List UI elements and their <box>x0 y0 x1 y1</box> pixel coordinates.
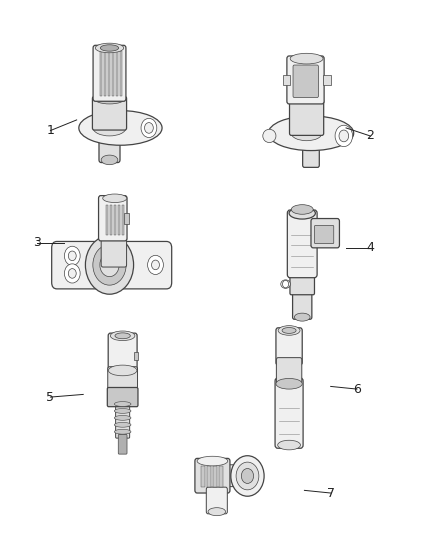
Ellipse shape <box>278 326 300 335</box>
FancyBboxPatch shape <box>116 401 130 438</box>
Ellipse shape <box>94 93 125 104</box>
Circle shape <box>64 246 80 265</box>
Circle shape <box>85 236 134 294</box>
Bar <box>120 51 122 96</box>
Ellipse shape <box>291 126 322 141</box>
Ellipse shape <box>291 205 313 214</box>
FancyBboxPatch shape <box>206 487 227 514</box>
Text: 6: 6 <box>353 383 361 395</box>
Bar <box>124 213 129 224</box>
FancyBboxPatch shape <box>290 99 324 135</box>
Ellipse shape <box>263 129 276 142</box>
Ellipse shape <box>281 280 290 288</box>
Circle shape <box>93 245 126 285</box>
FancyBboxPatch shape <box>311 219 339 248</box>
Ellipse shape <box>114 416 131 420</box>
Ellipse shape <box>289 207 315 219</box>
Circle shape <box>100 253 119 277</box>
FancyBboxPatch shape <box>303 136 319 167</box>
Ellipse shape <box>294 313 310 321</box>
Text: 4: 4 <box>366 241 374 254</box>
Ellipse shape <box>114 402 131 406</box>
Ellipse shape <box>114 422 131 427</box>
Ellipse shape <box>100 45 119 51</box>
Bar <box>134 352 138 360</box>
FancyBboxPatch shape <box>118 434 127 454</box>
Ellipse shape <box>101 155 118 165</box>
FancyBboxPatch shape <box>99 128 120 163</box>
Circle shape <box>283 280 289 288</box>
Circle shape <box>68 269 76 278</box>
FancyBboxPatch shape <box>99 196 127 241</box>
Ellipse shape <box>95 43 124 53</box>
Ellipse shape <box>278 440 300 450</box>
Bar <box>207 466 211 487</box>
Bar <box>108 51 110 96</box>
FancyBboxPatch shape <box>101 236 127 267</box>
FancyBboxPatch shape <box>276 328 302 365</box>
Circle shape <box>148 255 163 274</box>
Bar <box>201 466 205 487</box>
Bar <box>112 51 114 96</box>
FancyBboxPatch shape <box>293 65 318 98</box>
Ellipse shape <box>290 53 323 64</box>
FancyBboxPatch shape <box>275 378 303 448</box>
Circle shape <box>241 469 254 483</box>
Bar <box>118 205 120 235</box>
Circle shape <box>231 456 264 496</box>
FancyBboxPatch shape <box>196 465 251 487</box>
FancyBboxPatch shape <box>107 387 138 407</box>
Ellipse shape <box>268 116 353 150</box>
Bar <box>110 205 112 235</box>
FancyBboxPatch shape <box>293 288 312 319</box>
Text: 2: 2 <box>366 130 374 142</box>
FancyBboxPatch shape <box>93 45 126 101</box>
Text: 3: 3 <box>33 236 41 249</box>
Circle shape <box>236 462 259 490</box>
Circle shape <box>141 118 157 138</box>
Ellipse shape <box>114 408 131 414</box>
Bar <box>213 466 217 487</box>
FancyBboxPatch shape <box>287 210 317 278</box>
FancyBboxPatch shape <box>314 225 334 244</box>
Ellipse shape <box>102 194 127 203</box>
Ellipse shape <box>208 507 226 516</box>
Ellipse shape <box>114 430 131 434</box>
Bar <box>122 205 124 235</box>
Bar <box>104 51 106 96</box>
Circle shape <box>145 123 153 133</box>
Bar <box>114 205 116 235</box>
Ellipse shape <box>109 365 137 376</box>
FancyBboxPatch shape <box>108 333 137 373</box>
Bar <box>323 75 331 85</box>
Ellipse shape <box>110 331 135 341</box>
Circle shape <box>68 251 76 261</box>
Circle shape <box>339 130 349 142</box>
FancyBboxPatch shape <box>52 241 172 289</box>
FancyBboxPatch shape <box>276 358 302 383</box>
FancyBboxPatch shape <box>92 96 127 130</box>
Circle shape <box>152 260 159 270</box>
FancyBboxPatch shape <box>108 367 138 391</box>
Text: 7: 7 <box>327 487 335 499</box>
Bar <box>106 205 108 235</box>
Ellipse shape <box>197 456 228 466</box>
Bar <box>219 466 223 487</box>
Ellipse shape <box>93 120 126 136</box>
FancyBboxPatch shape <box>195 458 230 493</box>
Ellipse shape <box>282 327 296 334</box>
FancyBboxPatch shape <box>287 56 324 104</box>
Bar <box>116 51 118 96</box>
Bar <box>100 51 102 96</box>
Text: 5: 5 <box>46 391 54 403</box>
Text: 1: 1 <box>46 124 54 137</box>
Ellipse shape <box>79 111 162 146</box>
FancyBboxPatch shape <box>290 273 314 295</box>
Ellipse shape <box>115 333 131 339</box>
Circle shape <box>335 125 353 147</box>
Circle shape <box>64 264 80 283</box>
Bar <box>283 75 290 85</box>
Ellipse shape <box>276 378 302 389</box>
